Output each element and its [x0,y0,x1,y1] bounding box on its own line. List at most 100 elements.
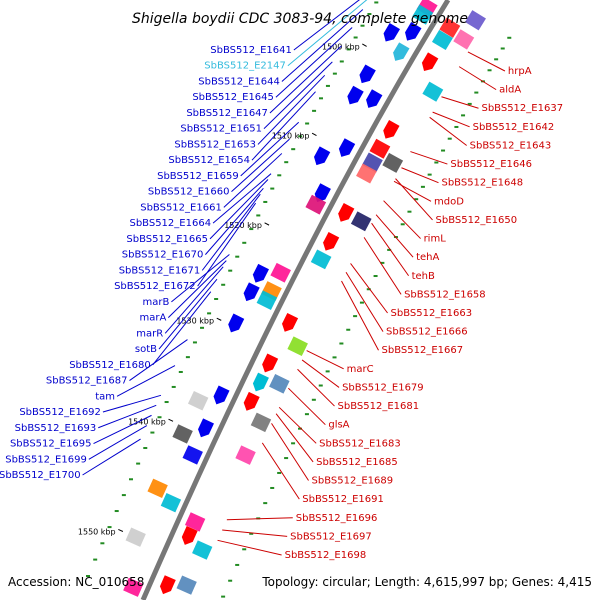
right-leader-line [467,51,506,72]
left-gene-label[interactable]: SbBS512_E1692 [19,407,101,418]
gc-dot [434,161,439,164]
left-gene-label[interactable]: SbBS512_E1664 [129,218,211,229]
left-gene-label[interactable]: SbBS512_E1661 [140,202,222,213]
left-gene-label[interactable]: marA [139,313,166,324]
left-gene-label[interactable]: SbBS512_E1644 [198,76,280,87]
left-gene-label[interactable]: SbBS512_E1647 [186,108,268,119]
gene-feature [252,263,269,283]
left-gene-label[interactable]: SbBS512_E2147 [204,61,286,72]
right-gene-label[interactable]: SbBS512_E1681 [338,401,420,412]
right-gene-label[interactable]: SbBS512_E1667 [382,345,464,356]
right-gene-label[interactable]: SbBS512_E1685 [316,457,398,468]
left-gene-label[interactable]: SbBS512_E1672 [114,281,196,292]
left-gene-label[interactable]: marB [143,297,170,308]
left-gene-label[interactable]: SbBS512_E1680 [69,360,151,371]
genome-backbone [140,0,451,600]
right-gene-label[interactable]: SbBS512_E1689 [312,476,394,487]
left-gene-label[interactable]: SbBS512_E1660 [148,187,230,198]
gc-dot [121,494,126,497]
gene-box [287,336,308,357]
right-gene-label[interactable]: SbBS512_E1642 [473,122,555,133]
gc-dot [359,301,364,304]
left-gene-label[interactable]: SbBS512_E1699 [5,454,87,465]
left-gene-label[interactable]: SbBS512_E1700 [0,470,81,481]
gc-dot [374,1,379,4]
left-gene-label[interactable]: SbBS512_E1645 [192,92,274,103]
gc-dot [221,283,226,286]
left-label-group: SbBS512_E1641 SbBS512_E2147 SbBS512_E1644 S… [0,0,368,481]
right-gene-label[interactable]: SbBS512_E1696 [296,513,378,524]
left-gene-label[interactable]: SbBS512_E1665 [126,234,208,245]
right-gene-label[interactable]: SbBS512_E1648 [441,178,523,189]
right-gene-label[interactable]: SbBS512_E1691 [302,494,384,505]
right-gene-label[interactable]: rimL [424,234,447,245]
left-gene-label[interactable]: SbBS512_E1654 [168,155,250,166]
right-gene-label[interactable]: SbBS512_E1697 [290,531,372,542]
gc-dot [441,149,446,152]
left-gene-label[interactable]: SbBS512_E1671 [119,265,201,276]
left-gene-label[interactable]: SbBS512_E1641 [210,45,292,56]
gc-dot [304,413,309,416]
right-gene-label[interactable]: marC [347,364,374,375]
left-leader-line [167,260,227,318]
right-gene-label[interactable]: SbBS512_E1658 [404,289,486,300]
left-leader-line [287,0,368,67]
scale-tick [216,317,222,321]
gene-feature [305,194,327,215]
left-gene-label[interactable]: tam [95,391,115,402]
right-gene-label[interactable]: aldA [499,85,521,96]
gene-box [382,152,404,173]
left-gene-label[interactable]: SbBS512_E1659 [157,171,239,182]
gene-box [305,194,327,215]
scale-tick-label: 1540 kbp [128,417,166,426]
right-leader-line [261,442,300,500]
gene-feature [310,249,332,270]
gc-dot [284,161,289,164]
gc-dot [221,595,226,598]
right-gene-label[interactable]: SbBS512_E1698 [285,550,367,561]
left-leader-line [204,187,264,255]
left-gene-label[interactable]: SbBS512_E1693 [15,423,97,434]
right-leader-line [226,517,293,521]
right-gene-label[interactable]: SbBS512_E1683 [319,438,401,449]
right-gene-label[interactable]: hrpA [508,66,532,77]
left-leader-line [102,394,162,413]
left-gene-label[interactable]: SbBS512_E1687 [46,376,128,387]
left-gene-label[interactable]: sotB [135,344,157,355]
gc-dot [447,137,452,140]
right-gene-label[interactable]: tehA [416,252,439,263]
left-gene-label[interactable]: marR [136,328,163,339]
right-gene-label[interactable]: SbBS512_E1646 [450,159,532,170]
gene-feature [198,418,214,438]
right-leader-line [383,200,421,239]
gene-arrow [243,391,260,411]
gc-dot [454,125,459,128]
left-gene-label[interactable]: SbBS512_E1651 [180,124,262,135]
gene-feature [393,42,410,61]
right-gene-label[interactable]: SbBS512_E1663 [391,308,473,319]
gc-dot [339,342,344,345]
gene-arrow [323,231,340,251]
right-gene-label[interactable]: SbBS512_E1643 [470,140,552,151]
gc-skew-dots [86,1,512,598]
gene-arrow [338,203,355,222]
left-leader-line [88,425,148,460]
gc-dot [507,36,512,39]
gc-dot [136,462,141,465]
right-gene-label[interactable]: glsA [328,420,349,431]
right-gene-label[interactable]: SbBS512_E1679 [342,382,424,393]
left-gene-label[interactable]: SbBS512_E1653 [174,139,256,150]
right-gene-label[interactable]: SbBS512_E1637 [481,103,563,114]
gc-dot [400,223,405,226]
left-gene-label[interactable]: SbBS512_E1670 [122,250,204,261]
gc-dot [346,328,351,331]
right-gene-label[interactable]: mdoD [434,196,464,207]
gc-dot [500,47,505,50]
right-gene-label[interactable]: SbBS512_E1666 [386,327,468,338]
left-gene-label[interactable]: SbBS512_E1695 [10,439,92,450]
gene-feature [252,372,269,392]
map-title: Shigella boydii CDC 3083-94, complete ge… [132,11,468,27]
right-gene-label[interactable]: tehB [412,271,435,282]
right-gene-label[interactable]: SbBS512_E1650 [436,215,518,226]
right-leader-line [395,178,433,221]
